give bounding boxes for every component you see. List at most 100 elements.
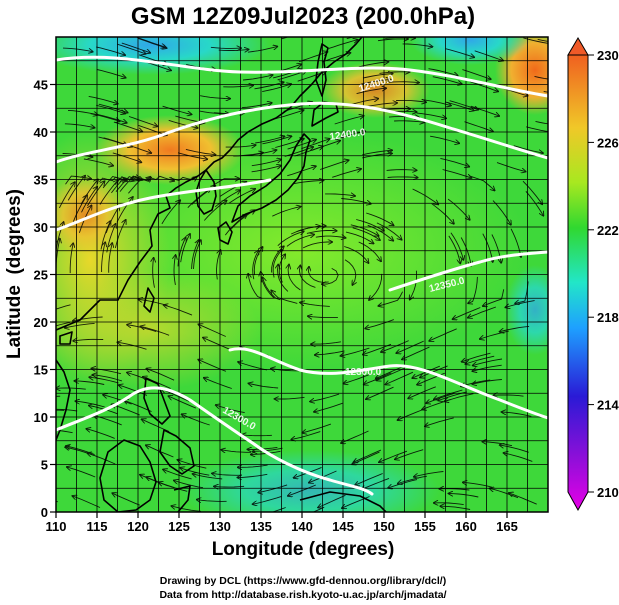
x-tick-label: 155: [414, 519, 436, 534]
streamline: [308, 267, 329, 283]
streamline: [526, 126, 548, 132]
streamline: [513, 145, 543, 153]
colorbar-tick-label: 226: [597, 135, 619, 150]
streamline: [162, 105, 192, 114]
streamline: [262, 84, 291, 93]
streamline: [386, 371, 414, 384]
coast-papua: [299, 491, 387, 512]
streamline: [87, 181, 105, 207]
streamline: [376, 365, 404, 378]
streamline: [271, 290, 298, 304]
streamline: [248, 274, 263, 299]
streamline: [509, 493, 537, 505]
coast-taiwan: [143, 287, 155, 313]
streamline: [355, 473, 383, 486]
streamline: [75, 381, 105, 385]
y-tick-label: 15: [34, 363, 48, 378]
y-tick-label: 45: [34, 78, 48, 93]
streamline: [224, 214, 247, 236]
streamline: [500, 445, 529, 453]
streamline: [185, 148, 216, 154]
cool-region-south: [180, 450, 440, 512]
y-tick-label: 30: [34, 220, 48, 235]
streamline: [325, 194, 355, 196]
streamline: [302, 423, 332, 433]
streamline: [223, 85, 253, 87]
streamline: [106, 224, 116, 253]
streamline: [312, 506, 325, 512]
streamline: [537, 38, 548, 42]
colorbar: 210 214 218 222 226 230: [567, 37, 619, 512]
streamline: [272, 250, 282, 278]
contour-label-12400-south: 12400.0: [329, 127, 367, 143]
streamline: [136, 37, 165, 47]
streamline: [274, 110, 304, 120]
streamline: [75, 401, 105, 408]
geopotential-contours: [56, 55, 548, 496]
coast-japan-kyushu: [217, 221, 233, 245]
streamline: [163, 470, 192, 480]
colorbar-ticks: 210 214 218 222 226 230: [588, 48, 619, 500]
streamline: [210, 47, 241, 48]
coastlines: [56, 37, 387, 512]
streamline: [171, 506, 201, 512]
streamline: [96, 104, 125, 113]
streamline: [108, 243, 113, 273]
x-axis-title: Longitude (degrees): [212, 539, 395, 560]
streamline: [262, 136, 291, 145]
streamline: [315, 236, 346, 238]
streamline: [445, 48, 475, 58]
streamline: [182, 414, 210, 426]
streamline: [492, 200, 511, 225]
streamline: [468, 175, 495, 191]
streamline: [474, 50, 503, 61]
coast-japan-honshu: [231, 133, 311, 223]
streamline: [73, 316, 103, 321]
streamline: [301, 139, 329, 150]
streamline: [72, 496, 101, 508]
streamline: [464, 121, 493, 132]
streamline: [396, 100, 426, 102]
streamline: [522, 180, 542, 204]
coast-sulawesi: [173, 485, 191, 512]
streamline: [127, 325, 157, 333]
streamline: [221, 450, 252, 453]
streamline: [412, 188, 439, 204]
x-tick-label: 110: [46, 519, 67, 534]
streamline: [247, 47, 277, 53]
streamline: [319, 160, 349, 170]
streamline: [288, 265, 301, 291]
streamline: [238, 362, 268, 371]
streamline: [214, 486, 245, 487]
streamline: [242, 103, 272, 109]
streamline: [354, 449, 382, 462]
streamline: [96, 46, 125, 55]
contour-12300-west: [56, 386, 374, 496]
credit-data-source: Data from http://database.rish.kyoto-u.a…: [159, 589, 446, 601]
streamline: [472, 379, 502, 385]
streamline: [414, 471, 444, 477]
streamline: [434, 503, 464, 505]
x-tick-label: 130: [209, 519, 231, 534]
streamline: [293, 180, 324, 185]
streamline: [366, 212, 393, 225]
streamline: [177, 238, 186, 267]
streamline: [362, 153, 392, 159]
streamline: [56, 321, 71, 327]
streamline: [352, 451, 380, 464]
y-tick-label: 40: [34, 125, 48, 140]
x-tick-label: 115: [87, 519, 108, 534]
map-gridlines: [56, 37, 548, 512]
coast-hainan: [59, 331, 73, 345]
streamline: [286, 235, 314, 247]
streamline: [83, 158, 113, 166]
streamline: [468, 276, 478, 303]
streamline: [483, 289, 505, 306]
streamline: [360, 80, 391, 85]
x-tick-label: 120: [127, 519, 149, 534]
y-tick-label: 35: [34, 173, 48, 188]
streamline: [341, 198, 371, 204]
x-tick-label: 145: [332, 519, 354, 534]
streamline: [345, 231, 374, 243]
streamline: [462, 69, 490, 80]
